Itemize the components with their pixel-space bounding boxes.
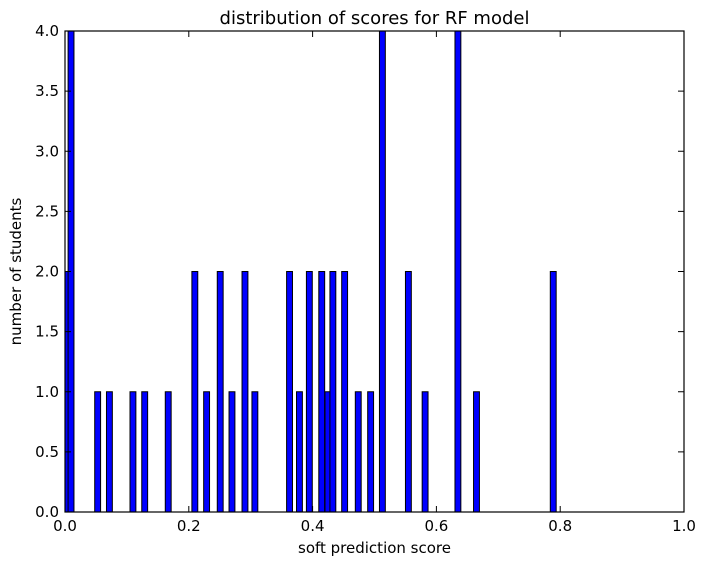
y-tick-label: 1.5 (35, 323, 59, 341)
histogram-bar (203, 391, 211, 513)
histogram-bar (286, 271, 293, 513)
histogram-bar (164, 391, 172, 513)
ticks-group (64, 30, 685, 513)
histogram-bar (318, 271, 326, 513)
histogram-bar (251, 391, 259, 513)
histogram-bar (404, 271, 412, 513)
histogram-bar (367, 391, 375, 513)
x-tick-label: 1.0 (672, 517, 696, 535)
x-tick-label: 0.4 (301, 517, 325, 535)
histogram-bar (296, 391, 303, 513)
x-tick-label: 0.8 (548, 517, 572, 535)
y-tick-label: 3.0 (35, 142, 59, 160)
histogram-bar (549, 271, 557, 513)
bars-group (64, 30, 557, 513)
tick-labels-group: 0.0 0.2 0.4 0.6 0.8 1.0 0.0 0.5 1.0 1.5 2.0 2.5 3.0 3… (35, 22, 696, 535)
histogram-bar (228, 391, 236, 513)
y-tick-label: 3.5 (35, 82, 59, 100)
chart-title: distribution of scores for RF model (220, 8, 530, 29)
y-tick-label: 4.0 (35, 22, 59, 40)
histogram-bar (94, 391, 102, 513)
plot-frame (64, 30, 685, 513)
histogram-bar (378, 30, 386, 513)
histogram-bar (129, 391, 137, 513)
histogram-bar (329, 271, 337, 513)
y-tick-label: 0.5 (35, 443, 59, 461)
histogram-bar (216, 271, 224, 513)
x-tick-label: 0.6 (424, 517, 448, 535)
y-tick-label: 2.5 (35, 202, 59, 220)
histogram-bar (105, 391, 113, 513)
histogram-bar (454, 30, 462, 513)
x-tick-label: 0.2 (177, 517, 201, 535)
y-tick-label: 0.0 (35, 503, 59, 521)
histogram-bar (305, 271, 313, 513)
histogram-bar (141, 391, 149, 513)
x-axis-label: soft prediction score (298, 539, 451, 557)
y-tick-label: 2.0 (35, 263, 59, 281)
y-axis-label: number of students (7, 197, 25, 345)
x-tick-label: 0.0 (53, 517, 77, 535)
histogram-bar (191, 271, 199, 513)
histogram-bar (354, 391, 362, 513)
histogram-bar (241, 271, 249, 513)
y-tick-label: 1.0 (35, 383, 59, 401)
histogram-bar (421, 391, 429, 513)
histogram-bar (341, 271, 349, 513)
histogram-bar (473, 391, 480, 513)
